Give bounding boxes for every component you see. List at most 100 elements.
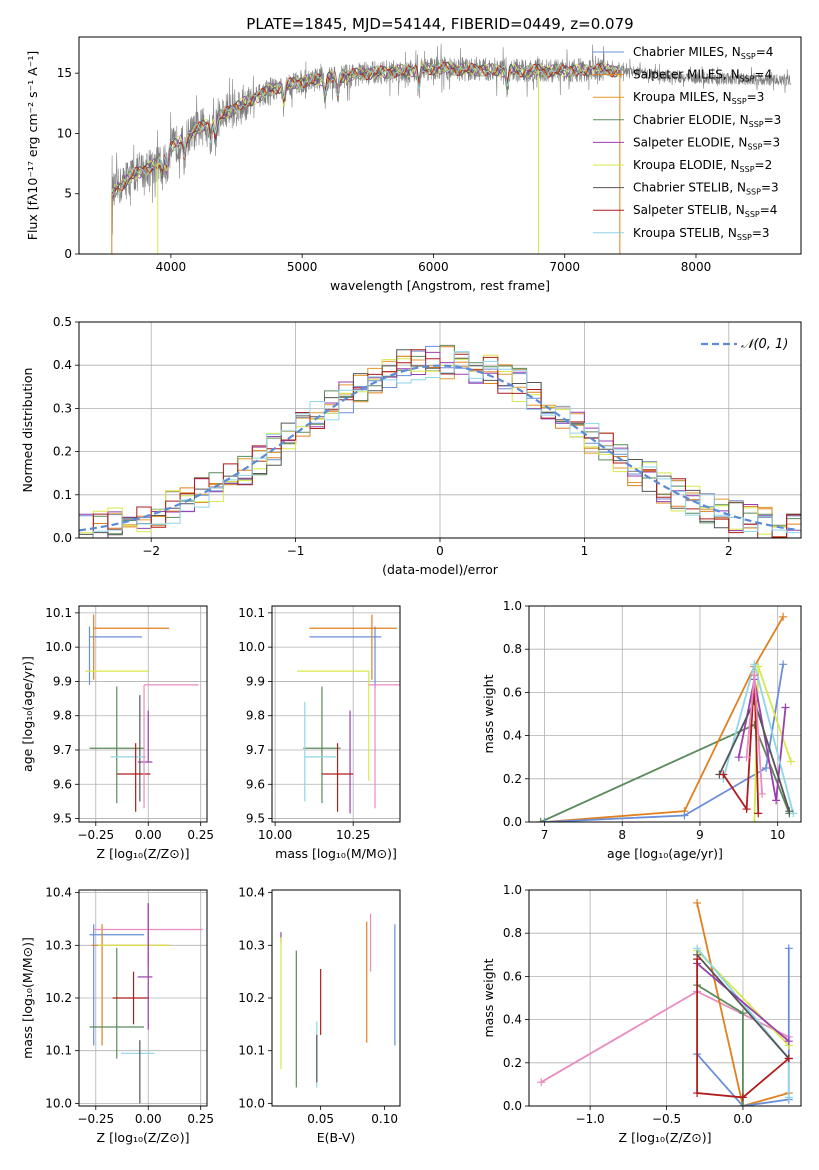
series-marker [784, 1093, 793, 1102]
y-tick-label: 10.1 [45, 1044, 72, 1058]
massweight_vs_Z-frame [528, 889, 802, 1107]
legend-sub: SSP [747, 142, 762, 151]
mass_vs_EBV-bars [280, 913, 396, 1088]
y-tick-label: 0.0 [503, 1099, 522, 1113]
x-tick-label: 9 [696, 828, 704, 842]
model-line [111, 62, 621, 197]
y-tick-label: 0.2 [503, 772, 522, 786]
legend-label: Chabrier ELODIE, NSSP=3 [633, 113, 781, 129]
legend-label: Chabrier MILES, NSSP=4 [633, 45, 773, 61]
series-marker [785, 807, 794, 816]
model-line [111, 61, 621, 194]
y-axis-label: mass weight [481, 674, 496, 753]
mass_vs_EBV-frame [271, 889, 401, 1107]
x-tick-label: 0.25 [187, 828, 214, 842]
hist-group [79, 344, 801, 538]
legend-label: 𝒩(0, 1) [741, 337, 788, 352]
series-marker [758, 789, 767, 798]
x-axis-label: Z [log₁₀(Z/Z⊙)] [97, 1130, 190, 1145]
legend-label: Salpeter STELIB, NSSP=4 [633, 203, 777, 219]
x-axis-label: wavelength [Angstrom, rest frame] [330, 278, 550, 293]
y-tick-label: 9.5 [246, 812, 265, 826]
y-tick-label: 0.8 [503, 642, 522, 656]
legend-nssp: =4 [756, 45, 774, 59]
legend-nssp: =3 [761, 181, 779, 195]
y-tick-label: 10.0 [45, 1096, 72, 1110]
y-tick-label: 10.4 [45, 886, 72, 900]
spectrum-axes: 4000 5000 6000 7000 8000 0 5 10 15 wavelength [An… [25, 51, 711, 293]
series-line [540, 723, 791, 822]
model-line [111, 62, 621, 197]
x-tick-label: −1 [287, 544, 305, 558]
spectrum-lines [111, 43, 791, 254]
residuals-axes: −2 −1 0 1 2 0.0 0.1 0.2 0.3 0.4 0.5 (data-model)/er… [20, 315, 801, 577]
y-axis-label: age [log₁₀(age/yr)] [20, 656, 35, 772]
age_vs_Z-axes: −0.25 0.00 0.25 9.5 9.6 9.7 9.8 9.9 10.0 10.1 Z [l… [20, 606, 214, 861]
legend-nssp: =4 [760, 203, 778, 217]
legend-nssp: =4 [755, 68, 773, 82]
x-tick-label: 10.25 [336, 828, 370, 842]
legend-sub: SSP [745, 210, 760, 219]
legend-label: Chabrier STELIB, NSSP=3 [633, 181, 779, 197]
y-tick-label: 9.6 [53, 777, 72, 791]
data-spectrum [111, 43, 791, 235]
series-line [696, 902, 790, 1106]
y-tick-label: 9.7 [246, 743, 265, 757]
series-marker [772, 796, 781, 805]
series-marker [537, 1078, 546, 1087]
x-tick-label: −0.5 [652, 1112, 681, 1126]
y-tick-label: 9.8 [53, 709, 72, 723]
series-marker [784, 944, 793, 953]
age_vs_mass-bars [296, 614, 400, 814]
y-tick-label: 10.4 [238, 886, 265, 900]
x-tick-label: 0.0 [733, 1112, 752, 1126]
mass_vs_Z-frame [78, 889, 208, 1107]
x-tick-label: 0.00 [135, 828, 162, 842]
x-tick-label: 0.05 [307, 1112, 334, 1126]
legend-sub: SSP [746, 188, 761, 197]
series-marker [738, 1102, 747, 1106]
legend-nssp: =3 [752, 226, 770, 240]
series-marker [693, 955, 702, 964]
legend-sub: SSP [740, 75, 755, 84]
legend-nssp: =3 [747, 90, 765, 104]
series-line [696, 962, 790, 1042]
series-marker [789, 809, 798, 818]
y-tick-label: 0.2 [53, 445, 72, 459]
legend-nssp: =3 [762, 135, 780, 149]
series-marker [779, 660, 788, 669]
x-tick-label: 1 [581, 544, 589, 558]
legend-text: Salpeter ELODIE, N [633, 135, 747, 149]
y-tick-label: 9.7 [53, 743, 72, 757]
y-tick-label: 0.5 [53, 315, 72, 329]
legend-label: Salpeter MILES, NSSP=4 [633, 68, 772, 84]
x-tick-label: 0.10 [371, 1112, 398, 1126]
series-marker [738, 1009, 747, 1018]
y-tick-label: 10.1 [45, 606, 72, 620]
series-marker [693, 1089, 702, 1098]
y-tick-label: 0.4 [53, 358, 72, 372]
y-tick-label: 0.6 [503, 685, 522, 699]
model-line [111, 62, 621, 199]
legend-sub: SSP [737, 233, 752, 242]
series-marker [762, 764, 771, 772]
legend-sub: SSP [749, 120, 764, 129]
model-line [111, 62, 621, 193]
y-tick-label: 9.5 [53, 812, 72, 826]
series-line [696, 948, 790, 1106]
series-marker [754, 809, 763, 818]
legend-text: Chabrier ELODIE, N [633, 113, 749, 127]
legend-text: Kroupa ELODIE, N [633, 158, 740, 172]
series-marker [693, 898, 702, 907]
y-tick-label: 0.4 [503, 729, 522, 743]
model-line [111, 61, 620, 195]
series-marker [738, 1093, 747, 1102]
legend-label: Kroupa STELIB, NSSP=3 [633, 226, 770, 242]
y-tick-label: 0.8 [503, 926, 522, 940]
hist-step [79, 351, 801, 538]
normal-curve [79, 364, 799, 532]
y-tick-label: 1.0 [503, 883, 522, 897]
legend-sub: SSP [740, 165, 755, 174]
age_vs_mass-axes: 10.00 10.25 9.5 9.6 9.7 9.8 9.9 10.0 10.1 mass [l… [238, 606, 400, 861]
